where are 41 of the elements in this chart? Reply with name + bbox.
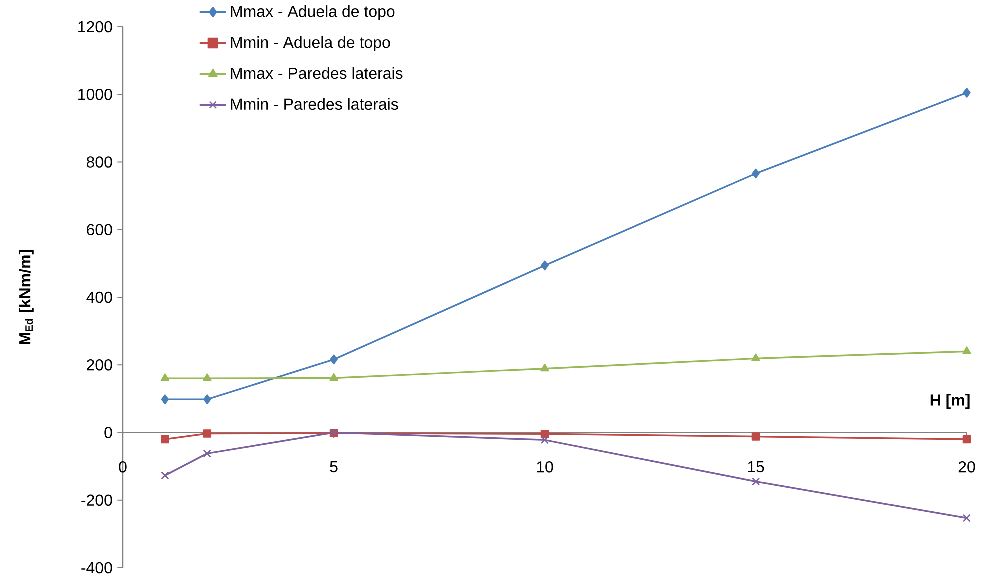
legend-label: Mmin - Aduela de topo — [231, 36, 390, 52]
x-tick-label: 0 — [119, 461, 127, 473]
y-tick-label: -400 — [82, 562, 112, 574]
x-tick-label: 5 — [330, 461, 338, 473]
point — [541, 260, 549, 271]
point — [540, 364, 550, 372]
point — [203, 374, 212, 382]
y-tick-label: 600 — [87, 224, 112, 236]
point — [752, 168, 760, 179]
point — [161, 472, 170, 480]
point — [330, 354, 338, 365]
point — [330, 373, 338, 382]
y-tick-label: 1000 — [78, 88, 112, 100]
point — [962, 346, 972, 354]
point — [752, 354, 760, 362]
y-axis-title: M$_{Ed}$ [kNm/m] — [18, 250, 34, 344]
x-axis-title: H [m] — [930, 394, 970, 410]
point — [161, 394, 170, 405]
y-tick-label: 200 — [87, 359, 112, 371]
point — [962, 514, 972, 522]
point — [752, 478, 760, 486]
point — [540, 436, 550, 444]
x-tick-label: 15 — [748, 461, 764, 473]
point — [203, 430, 212, 438]
point — [161, 435, 170, 444]
y-tick-label: 800 — [86, 156, 112, 168]
point — [204, 394, 212, 405]
x-tick-label: 20 — [958, 461, 976, 473]
y-tick-label: 400 — [86, 292, 112, 304]
point — [752, 432, 760, 441]
x-tick-label: 10 — [537, 461, 554, 473]
point — [203, 450, 212, 458]
point — [160, 374, 170, 382]
point — [963, 88, 971, 98]
y-tick-label: -200 — [82, 494, 112, 506]
legend-label: Mmax - Aduela de topo — [231, 6, 395, 20]
point — [962, 435, 972, 444]
y-tick-label: 0 — [104, 427, 112, 438]
legend-label: Mmax - Paredes laterais — [231, 67, 403, 80]
legend-label: Mmin - Paredes laterais — [231, 98, 398, 110]
y-tick-label: 1200 — [78, 21, 112, 33]
